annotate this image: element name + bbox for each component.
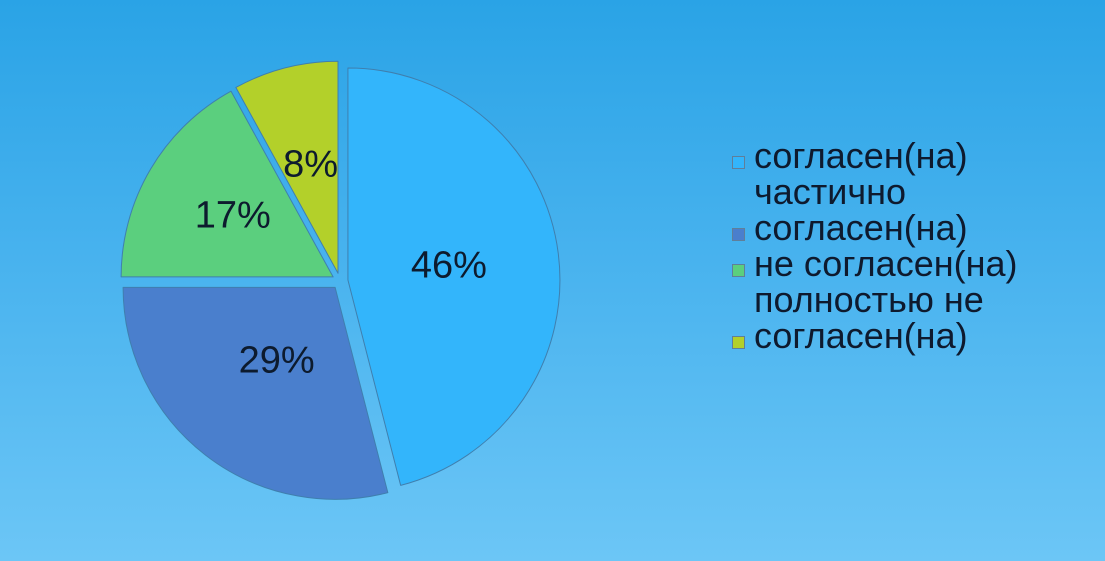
legend-item-fully-disagree: полностью не согласен(на) <box>722 282 1102 354</box>
legend-swatch-disagree <box>732 264 745 277</box>
legend-item-agree: согласен(на) <box>722 138 1102 174</box>
data-label-fully-disagree: 8% <box>283 144 338 186</box>
pie-slice-partially-agree <box>122 286 389 500</box>
legend-label-disagree: не согласен(на) <box>754 243 1018 284</box>
data-label-partially-agree: 29% <box>239 340 315 382</box>
legend-item-disagree: не согласен(на) <box>722 246 1102 282</box>
legend-swatch-agree <box>732 156 745 169</box>
legend-swatch-fully-disagree <box>732 336 745 349</box>
pie-slice-fully-disagree <box>235 60 339 274</box>
legend: согласен(на) частично согласен(на) не со… <box>722 138 1102 354</box>
pie-slice-disagree <box>120 90 334 278</box>
legend-label-fully-disagree: полностью не согласен(на) <box>754 279 984 356</box>
legend-swatch-partially-agree <box>732 228 745 241</box>
pie-chart: 46% 29% 17% 8% <box>120 60 561 500</box>
data-label-disagree: 17% <box>195 195 271 237</box>
pie-slice-agree <box>347 67 561 486</box>
legend-label-agree: согласен(на) <box>754 135 968 176</box>
legend-label-partially-agree: частично согласен(на) <box>754 171 968 248</box>
data-label-agree: 46% <box>411 244 487 286</box>
legend-item-partially-agree: частично согласен(на) <box>722 174 1102 246</box>
